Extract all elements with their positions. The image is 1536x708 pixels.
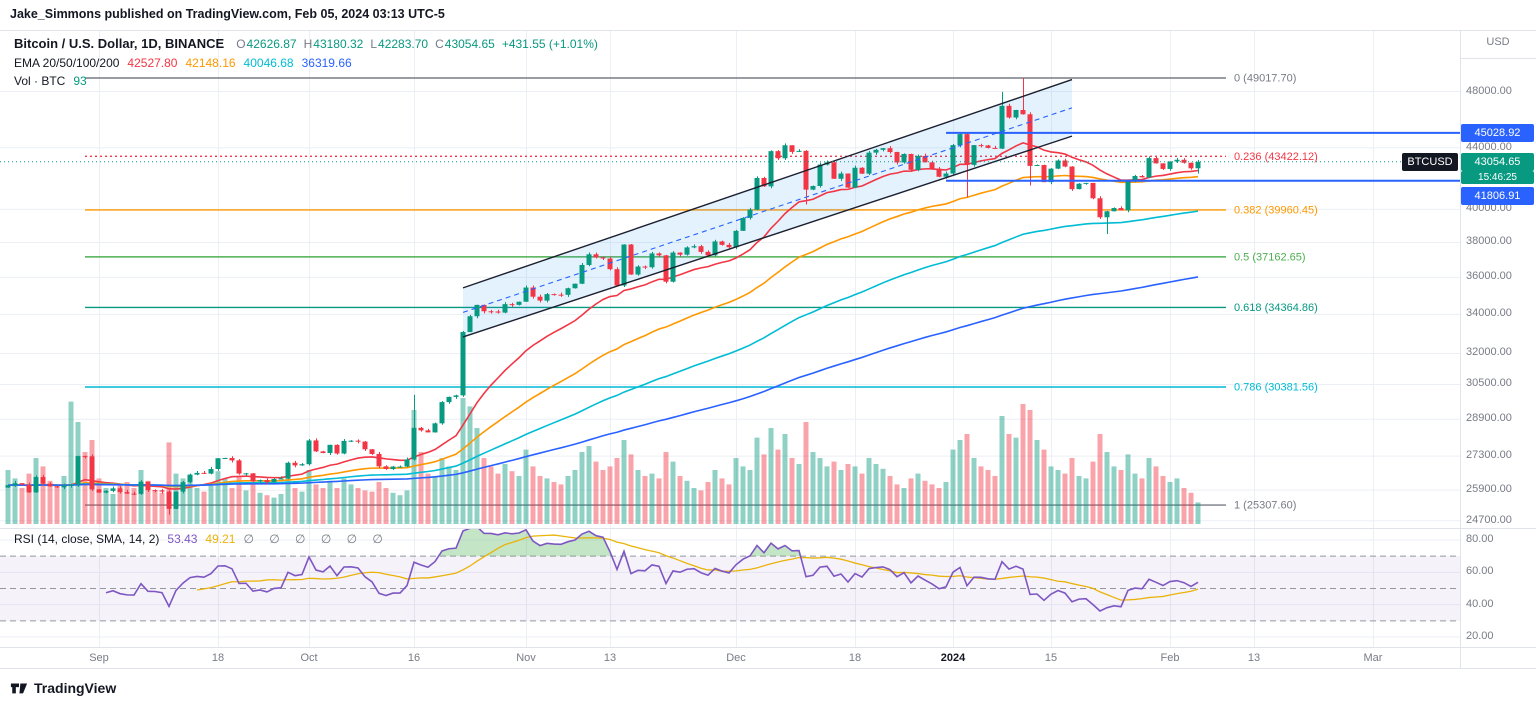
horizontal-ray-drawings[interactable] <box>946 131 1460 182</box>
ema-legend-row: EMA 20/50/100/200 42527.80 42148.16 4004… <box>14 56 352 70</box>
ema50-value: 42148.16 <box>185 56 236 70</box>
rsi-band <box>0 555 1460 622</box>
volume-indicator-label[interactable]: Vol · BTC <box>14 74 66 88</box>
rsi-line <box>105 529 1199 612</box>
ema200-value: 36319.66 <box>301 56 352 70</box>
symbol-title[interactable]: Bitcoin / U.S. Dollar, 1D, BINANCE <box>14 36 225 51</box>
parallel-channel-fill[interactable] <box>463 79 1072 337</box>
header-separator <box>0 30 1536 31</box>
tradingview-logo[interactable]: TradingView <box>10 679 116 697</box>
rsi-indicator-label[interactable]: RSI (14, close, SMA, 14, 2) <box>14 532 160 546</box>
symbol-legend-row: Bitcoin / U.S. Dollar, 1D, BINANCE O4262… <box>14 36 598 51</box>
time-axis[interactable] <box>0 647 1536 668</box>
rsi-ma-value: 49.21 <box>205 532 236 546</box>
high-label: H <box>303 37 313 51</box>
svg-text:0.5 (37162.65): 0.5 (37162.65) <box>1234 251 1306 263</box>
ema100-value: 40046.68 <box>243 56 294 70</box>
ema200-line <box>7 276 1199 487</box>
attribution-text: Jake_Simmons published on TradingView.co… <box>10 7 445 21</box>
currency-separator <box>1460 58 1536 59</box>
svg-text:0.236 (43422.12): 0.236 (43422.12) <box>1234 151 1318 163</box>
svg-text:0 (49017.70): 0 (49017.70) <box>1234 73 1296 85</box>
high-value: 43180.32 <box>313 37 364 51</box>
fib-retracement-drawing[interactable] <box>85 77 1226 506</box>
svg-text:0.618 (34364.86): 0.618 (34364.86) <box>1234 302 1318 314</box>
open-label: O <box>236 37 246 51</box>
low-label: L <box>370 37 378 51</box>
rsi-pane-separator[interactable] <box>0 528 1536 529</box>
volume-legend-row: Vol · BTC 93 <box>14 74 87 88</box>
volume-bars <box>5 398 1201 524</box>
close-label: C <box>435 37 444 51</box>
ema20-value: 42527.80 <box>127 56 178 70</box>
ema20-line <box>7 142 1199 490</box>
grid-lines <box>0 31 1460 647</box>
currency-label[interactable]: USD <box>1486 36 1510 48</box>
volume-value: 93 <box>73 74 87 88</box>
price-axis-separator <box>1460 30 1461 668</box>
ema-indicator-label[interactable]: EMA 20/50/100/200 <box>14 56 120 70</box>
change-value: +431.55 (+1.01%) <box>501 37 598 51</box>
rsi-ma-line <box>196 534 1199 601</box>
rsi-legend-row: RSI (14, close, SMA, 14, 2) 53.43 49.21 … <box>14 532 389 546</box>
ema50-line <box>7 174 1199 488</box>
close-value: 43054.65 <box>444 37 495 51</box>
open-value: 42626.87 <box>246 37 297 51</box>
hidden-plot-placeholders: ∅ ∅ ∅ ∅ ∅ ∅ <box>243 532 389 546</box>
horizontal-ray-price-badge[interactable]: 41806.91 <box>1461 186 1534 205</box>
tradingview-logo-icon <box>10 683 28 694</box>
rsi-value: 53.43 <box>167 532 198 546</box>
svg-text:0.786 (30381.56): 0.786 (30381.56) <box>1234 382 1318 394</box>
parallel-channel-drawing[interactable] <box>462 78 1073 338</box>
ohlc-values: O42626.87 H43180.32 L42283.70 C43054.65 … <box>236 37 598 51</box>
low-value: 42283.70 <box>378 37 429 51</box>
svg-text:1 (25307.60): 1 (25307.60) <box>1234 500 1296 512</box>
fib-level-labels: 0 (49017.70) 0.236 (43422.12) 0.382 (39960… <box>1234 73 1318 512</box>
candles <box>5 78 1201 515</box>
last-price-badge[interactable]: 43054.65 <box>1461 152 1534 171</box>
bottom-separator <box>0 668 1536 669</box>
price-axis[interactable] <box>1460 30 1536 647</box>
svg-text:0.382 (39960.45): 0.382 (39960.45) <box>1234 204 1318 216</box>
time-axis-separator <box>0 647 1536 648</box>
tradingview-logo-text: TradingView <box>34 680 117 696</box>
horizontal-ray-price-badge[interactable]: 45028.92 <box>1461 123 1534 142</box>
main-chart-canvas[interactable]: 0 (49017.70) 0.236 (43422.12) 0.382 (39960… <box>0 0 1460 668</box>
symbol-name-badge[interactable]: BTCUSD <box>1402 152 1458 171</box>
bar-countdown-badge[interactable]: 15:46:25 <box>1461 170 1534 184</box>
